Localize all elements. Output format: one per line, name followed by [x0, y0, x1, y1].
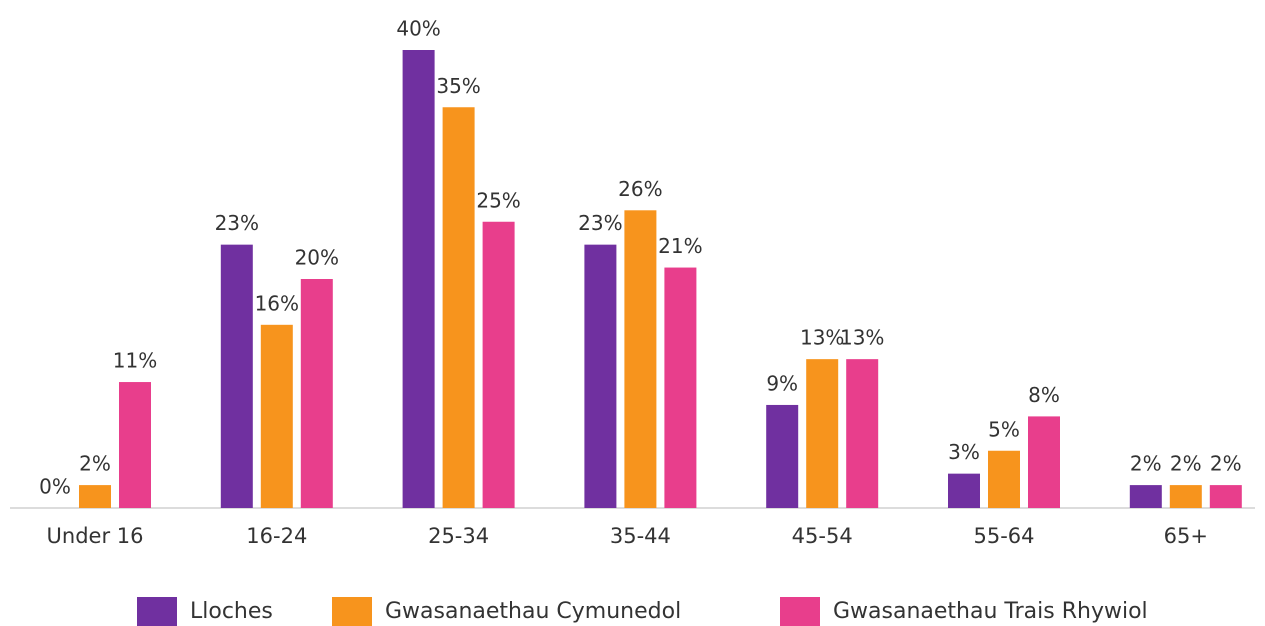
- x-tick-label: 55-64: [973, 524, 1034, 548]
- data-label: 13%: [800, 326, 844, 350]
- data-label: 0%: [39, 475, 71, 499]
- bar: [988, 450, 1020, 508]
- bar: [442, 107, 475, 508]
- data-label: 25%: [476, 188, 520, 212]
- bar: [260, 324, 293, 508]
- data-label: 16%: [255, 291, 299, 315]
- legend-label: Gwasanaethau Trais Rhywiol: [833, 599, 1148, 624]
- bar: [482, 221, 515, 508]
- bar: [1169, 485, 1202, 508]
- x-tick-label: 45-54: [792, 524, 853, 548]
- bar: [948, 473, 980, 508]
- data-label: 3%: [948, 440, 980, 464]
- bar: [806, 359, 839, 508]
- bar: [220, 244, 253, 508]
- legend-swatch: [780, 597, 820, 626]
- data-label: 5%: [988, 417, 1020, 441]
- bar: [664, 267, 697, 508]
- data-label: 2%: [1170, 452, 1202, 476]
- legend-swatch: [332, 597, 372, 626]
- data-label: 8%: [1028, 383, 1060, 407]
- bar: [1209, 485, 1242, 508]
- x-tick-label: 35-44: [610, 524, 671, 548]
- bar: [624, 210, 657, 509]
- data-label: 20%: [295, 246, 339, 270]
- data-label: 2%: [1210, 452, 1242, 476]
- bar: [402, 50, 435, 508]
- data-label: 11%: [113, 349, 157, 373]
- bar: [300, 279, 333, 508]
- legend-label: Gwasanaethau Cymunedol: [385, 599, 681, 624]
- data-label: 26%: [618, 177, 662, 201]
- legend-label: Lloches: [190, 599, 273, 624]
- bar: [846, 359, 879, 508]
- x-tick-label: 65+: [1164, 524, 1208, 548]
- data-label: 2%: [1130, 452, 1162, 476]
- x-tick-label: 25-34: [428, 524, 489, 548]
- data-label: 2%: [79, 452, 111, 476]
- data-label: 40%: [396, 17, 440, 41]
- bar: [1028, 416, 1060, 508]
- x-tick-label: Under 16: [47, 524, 144, 548]
- bar: [766, 404, 799, 508]
- bar: [119, 382, 151, 508]
- legend-swatch: [137, 597, 177, 626]
- data-label: 9%: [766, 371, 798, 395]
- x-tick-label: 16-24: [246, 524, 307, 548]
- data-label: 13%: [840, 326, 884, 350]
- data-label: 23%: [578, 211, 622, 235]
- data-label: 35%: [436, 74, 480, 98]
- bar: [79, 485, 111, 508]
- data-label: 23%: [215, 211, 259, 235]
- bar: [1129, 485, 1162, 508]
- bar: [584, 244, 617, 508]
- data-label: 21%: [658, 234, 702, 258]
